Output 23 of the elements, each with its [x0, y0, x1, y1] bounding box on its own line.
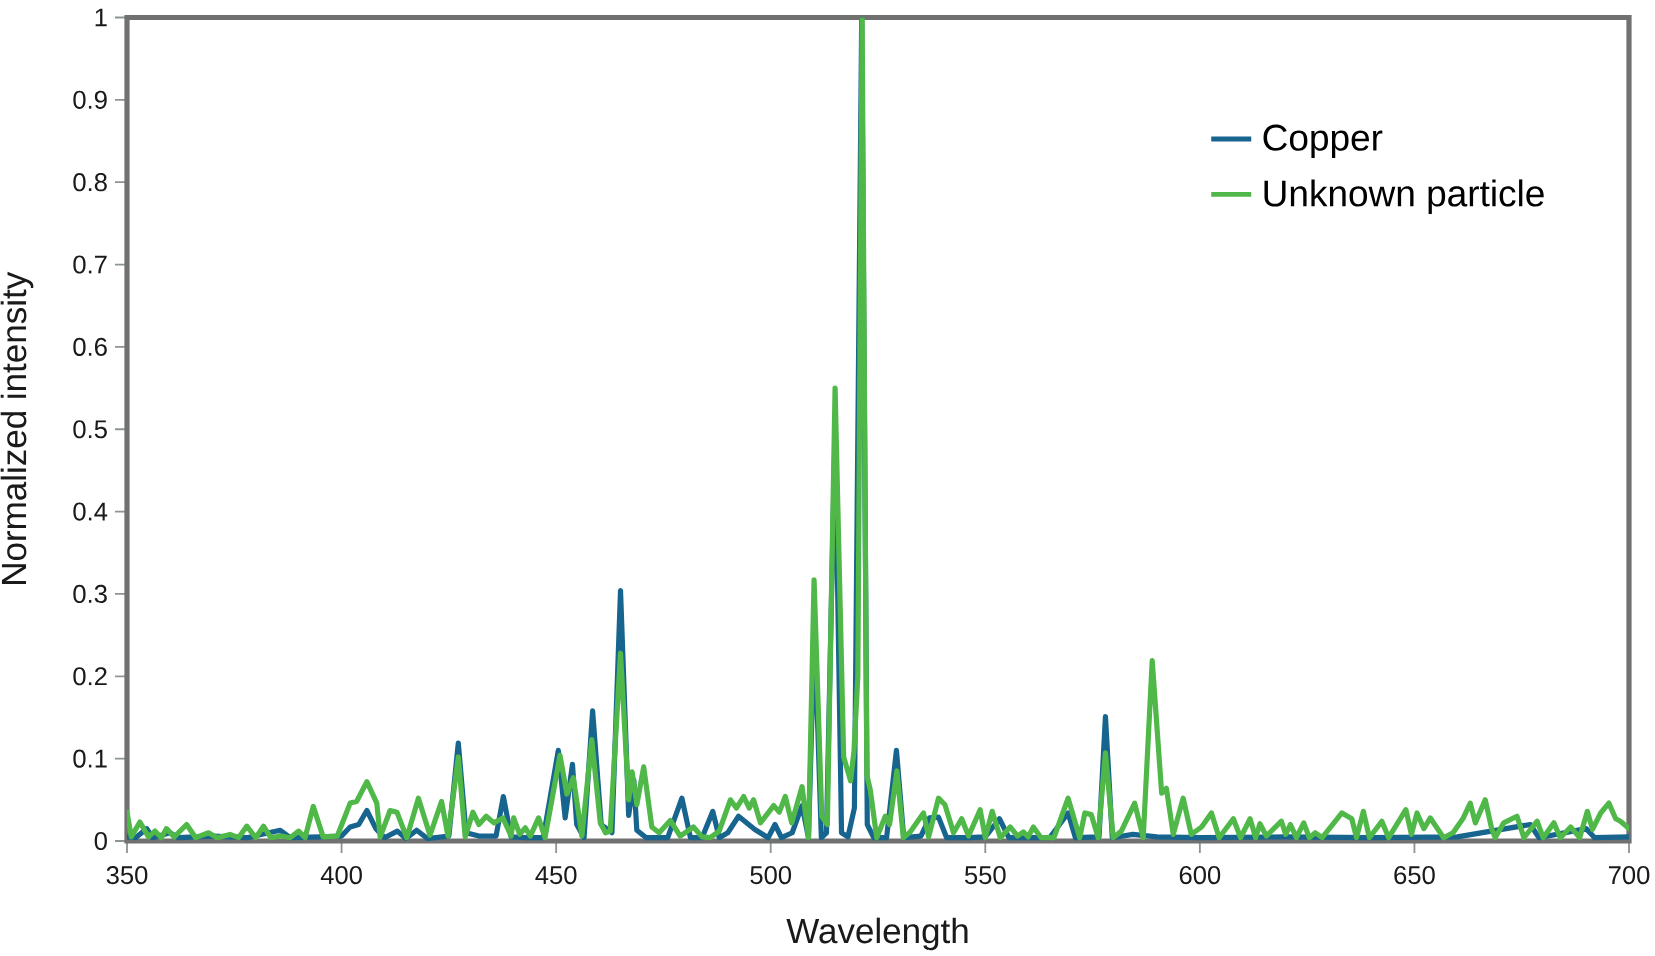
x-tick-label: 450 — [535, 866, 577, 885]
y-axis-title: Normalized intensity — [0, 271, 34, 584]
y-tick-label: 0.6 — [73, 337, 107, 356]
y-tick-label: 0.3 — [73, 584, 107, 603]
x-tick-label: 500 — [750, 866, 792, 885]
legend-label: Copper — [1263, 124, 1383, 159]
x-axis-title: Wavelength — [786, 917, 968, 951]
legend-label: Unknown particle — [1264, 179, 1544, 214]
x-tick-label: 600 — [1179, 866, 1221, 885]
x-tick-label: 550 — [964, 866, 1006, 885]
y-tick-label: 0.9 — [73, 90, 107, 109]
x-tick-label: 350 — [106, 866, 148, 885]
y-tick-label: 0.8 — [73, 173, 107, 192]
y-tick-label: 0 — [94, 831, 107, 851]
x-tick-label: 700 — [1608, 866, 1650, 885]
y-tick-label: 0.7 — [73, 255, 107, 274]
y-tick-label: 0.4 — [73, 502, 108, 521]
y-tick-label: 0.1 — [73, 749, 107, 768]
x-tick-label: 400 — [320, 866, 362, 885]
y-tick-label: 0.2 — [73, 667, 107, 686]
x-tick-label: 650 — [1394, 866, 1435, 885]
y-tick-label: 1 — [95, 8, 107, 27]
y-tick-label: 0.5 — [73, 420, 107, 439]
